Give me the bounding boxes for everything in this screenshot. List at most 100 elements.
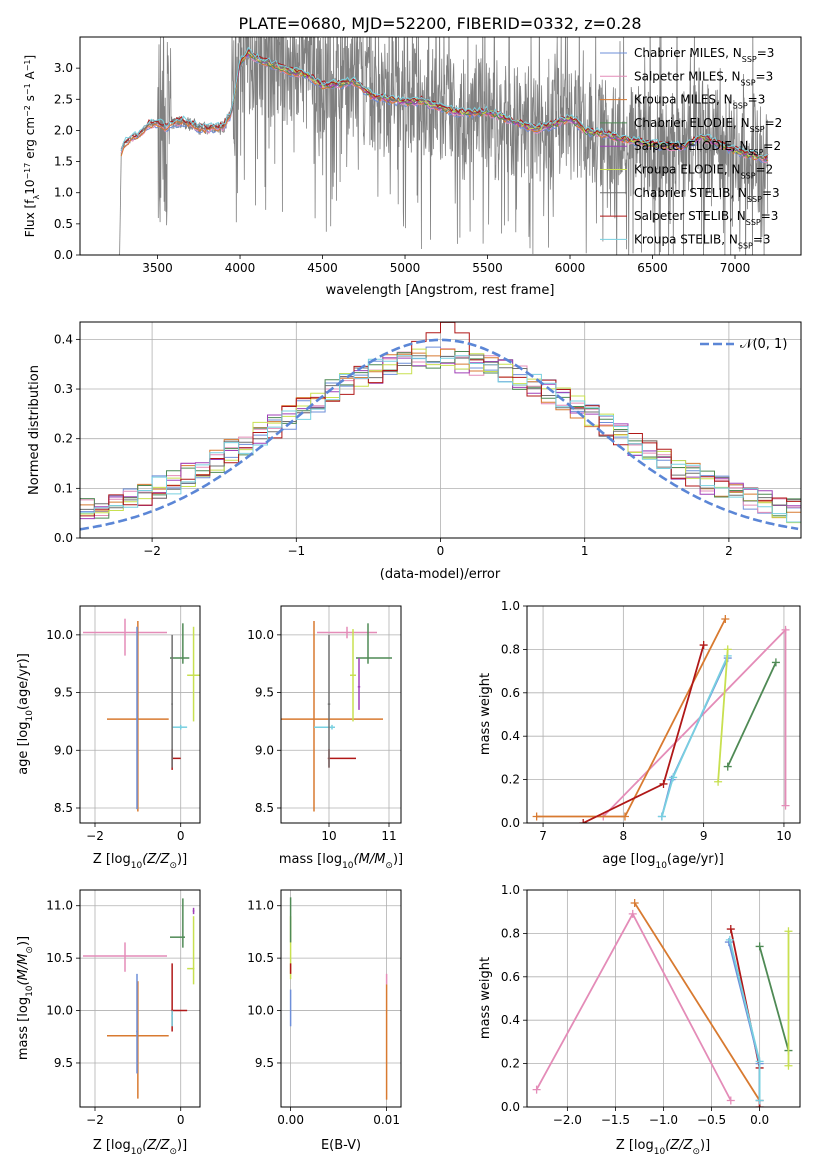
massweight-vs-age-grid	[527, 605, 800, 824]
y-axis-label: Flux [fλ10−17 erg cm−2 s−1 A−1]	[23, 55, 41, 237]
chabrier_stelib-legend-label: Chabrier STELIB, NSSP=3	[634, 186, 780, 204]
age-vs-mass-plot-area	[281, 621, 392, 812]
y-tick-label: 2.5	[54, 92, 73, 106]
y-tick-label: 0.0	[501, 816, 520, 830]
x-axis-label: Z [log10(Z/Z⊙)]	[616, 1138, 710, 1157]
salpeter_stelib-point-marker	[579, 819, 588, 823]
kroupa_stelib-point-marker	[755, 1057, 764, 1066]
chabrier_elodie-point-marker	[771, 658, 780, 667]
x-axis-label: (data-model)/error	[380, 567, 501, 582]
x-tick-label: 7	[539, 829, 547, 843]
spectrum-plot-area	[119, 37, 769, 255]
chabrier_miles-legend-label: Chabrier MILES, NSSP=3	[634, 46, 774, 64]
spectrum-edge-line	[119, 152, 122, 255]
x-tick-label: 0	[177, 829, 185, 843]
kroupa_stelib-errorbar	[171, 1010, 173, 1027]
y-axis-label: mass weight	[478, 673, 493, 755]
x-tick-label: −0.5	[697, 1113, 726, 1127]
kroupa_elodie-errorbar	[350, 629, 356, 722]
mass-vs-EBV-frame	[280, 889, 402, 1108]
y-tick-label: 10.0	[46, 628, 73, 642]
chabrier_elodie-errorbar	[170, 898, 185, 948]
salpeter_elodie-errorbar	[357, 657, 361, 710]
kroupa_elodie-errorbar	[187, 626, 200, 722]
x-tick-label: 2	[725, 544, 733, 558]
salpeter_miles-point-marker	[628, 909, 637, 918]
y-tick-label: 8.5	[255, 801, 274, 815]
kroupa_miles-legend-label: Kroupa MILES, NSSP=3	[634, 93, 765, 111]
x-tick-label: 4000	[225, 261, 256, 275]
salpeter_stelib-point-marker	[699, 641, 708, 650]
y-tick-label: 0.2	[54, 432, 73, 446]
chabrier_elodie-errorbar	[170, 623, 190, 664]
y-tick-label: 1.5	[54, 155, 73, 169]
age-vs-Z-grid	[80, 606, 200, 823]
x-tick-label: 4500	[307, 261, 338, 275]
kroupa_elodie-series-line	[717, 649, 729, 782]
x-tick-label: 1	[581, 544, 589, 558]
chabrier_elodie-series-line	[726, 662, 777, 767]
observed-spectrum-line	[120, 37, 769, 255]
residuals-frame	[79, 321, 802, 539]
y-tick-label: 11.0	[247, 899, 274, 913]
salpeter_elodie-errorbar	[192, 907, 195, 915]
y-tick-label: 10.5	[46, 951, 73, 965]
y-tick-label: 1.0	[501, 883, 520, 897]
y-tick-label: 9.5	[255, 686, 274, 700]
x-tick-label: −1.0	[649, 1113, 678, 1127]
x-tick-label: 0	[437, 544, 445, 558]
kroupa_miles-point-marker	[630, 899, 639, 908]
salpeter_elodie-legend-label: Salpeter ELODIE, NSSP=2	[634, 139, 781, 157]
x-tick-label: 7000	[720, 261, 751, 275]
x-tick-label: 8	[620, 829, 628, 843]
y-tick-label: 0.3	[54, 382, 73, 396]
y-tick-label: 0.0	[54, 248, 73, 262]
kroupa_miles-errorbar	[107, 981, 169, 1099]
x-tick-label: 0.0	[750, 1113, 769, 1127]
x-tick-label: −2	[86, 1113, 104, 1127]
age-vs-Z-plot-area	[83, 618, 200, 812]
salpeter_stelib-point-marker	[659, 779, 668, 788]
chabrier_stelib-errorbar	[327, 634, 331, 768]
kroupa_stelib-point-marker	[725, 935, 734, 944]
massweight-vs-Z-plot-area	[532, 899, 793, 1107]
kroupa_miles-series-line	[633, 902, 761, 1101]
y-tick-label: 0.2	[501, 1057, 520, 1071]
x-tick-label: −2	[86, 829, 104, 843]
salpeter_stelib-errorbar	[327, 749, 356, 768]
y-tick-label: 1.0	[54, 186, 73, 200]
kroupa_elodie-point-marker	[784, 927, 793, 936]
spectrum-legend: Chabrier MILES, NSSP=3 Salpeter MILES, NS…	[600, 46, 782, 250]
kroupa_stelib-errorbar	[314, 724, 335, 730]
salpeter_miles-series-line	[535, 911, 732, 1101]
y-tick-label: 0.2	[501, 773, 520, 787]
x-tick-label: −1.5	[601, 1113, 630, 1127]
y-axis-label: Normed distribution	[27, 365, 42, 495]
salpeter_elodie-histogram-step	[80, 357, 801, 520]
salpeter_stelib-series-line	[729, 928, 761, 1107]
mass-vs-Z-panel: −2 0 9.5 10.0 10.5 11.0 Z [log10(Z/Z⊙)] mass [l…	[16, 889, 201, 1157]
residuals-plot-area	[80, 322, 801, 531]
chabrier_miles-errorbar	[136, 626, 138, 810]
x-axis-label: Z [log10(Z/Z⊙)]	[93, 852, 187, 871]
y-tick-label: 9.0	[54, 743, 73, 757]
y-tick-label: 0.6	[501, 970, 520, 984]
mass-vs-EBV-plot-area	[289, 897, 388, 1100]
x-tick-label: 6500	[637, 261, 668, 275]
y-tick-label: 0.4	[501, 729, 520, 743]
chabrier_elodie-series-line	[758, 946, 790, 1051]
chabrier_miles-errorbar	[136, 973, 138, 1074]
salpeter_miles-series-line	[602, 627, 787, 818]
spectrum-panel: 3500 4000 4500 5000 5500 6000 6500 7000 0.0 0.5 1.…	[23, 36, 802, 298]
chabrier_elodie-point-marker	[755, 942, 764, 951]
kroupa_miles-point-marker	[620, 812, 629, 821]
salpeter_miles-point-marker	[726, 1096, 735, 1105]
age-vs-mass-grid	[281, 606, 401, 823]
salpeter_miles-point-marker	[532, 1085, 541, 1094]
y-tick-label: 9.0	[255, 743, 274, 757]
y-tick-label: 9.5	[255, 1056, 274, 1070]
kroupa_stelib-point-marker	[669, 773, 678, 782]
mass-vs-Z-plot-area	[83, 898, 195, 1099]
chabrier_miles-series-line	[661, 657, 729, 817]
salpeter_stelib-errorbar	[171, 749, 181, 770]
